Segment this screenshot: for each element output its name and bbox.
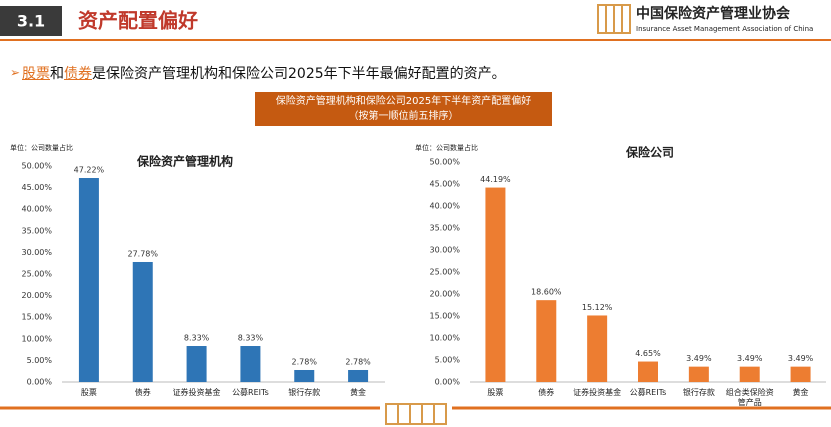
bar [638,361,658,382]
x-tick-label: 公募REITs [629,388,667,397]
bar [688,366,709,382]
x-tick-label: 债券 [134,388,151,397]
data-label: 47.22% [74,166,105,175]
y-tick-label: 50.00% [21,162,52,171]
y-tick-label: 50.00% [429,158,460,167]
y-tick-label: 10.00% [429,334,460,343]
bar [790,366,811,382]
bar [240,346,261,382]
y-tick-label: 10.00% [21,334,52,343]
bar [536,300,557,382]
y-tick-label: 5.00% [435,356,461,365]
data-label: 15.12% [582,303,613,312]
data-label: 2.78% [345,357,371,366]
banner: 保险资产管理机构和保险公司2025年下半年资产配置偏好 （按第一顺位前五排序） [255,92,552,126]
y-tick-label: 45.00% [21,183,52,192]
highlight: 债券 [64,66,92,82]
section-box [0,6,62,36]
data-label: 8.33% [184,334,210,343]
section-number: 3.1 [17,12,45,31]
bar [348,369,369,382]
x-tick-label: 证券投资基金 [573,388,622,397]
slide-title: 资产配置偏好 [78,9,198,33]
data-label: 44.19% [480,175,511,184]
bar [186,346,207,382]
bar [739,366,760,382]
y-tick-label: 20.00% [429,290,460,299]
y-tick-label: 0.00% [27,378,53,387]
unit-label: 单位：公司数量占比 [10,143,73,152]
bar [587,315,608,382]
x-tick-label: 债券 [538,388,555,397]
data-label: 27.78% [127,249,158,258]
x-tick-label: 股票 [80,388,97,397]
data-label: 3.49% [686,354,712,363]
y-tick-label: 35.00% [21,226,52,235]
y-tick-label: 40.00% [429,202,460,211]
bar [132,261,153,382]
data-label: 2.78% [292,357,318,366]
banner-line: （按第一顺位前五排序） [348,111,459,122]
y-tick-label: 20.00% [21,291,52,300]
data-label: 4.65% [635,349,661,358]
y-tick-label: 0.00% [435,378,461,387]
text: 是保险资产管理机构和保险公司2025年下半年最偏好配置的资产。 [92,66,506,82]
x-tick-label: 组合类保险资管产品 [725,388,774,407]
y-tick-label: 35.00% [429,224,460,233]
logo-english: Insurance Asset Management Association o… [636,25,813,33]
y-tick-label: 40.00% [21,205,52,214]
y-tick-label: 25.00% [429,268,460,277]
y-tick-label: 30.00% [21,248,52,257]
text: 和 [50,66,64,82]
x-tick-label: 公募REITs [232,388,269,397]
y-tick-label: 30.00% [429,246,460,255]
bullet-text: 股票和债券是保险资产管理机构和保险公司2025年下半年最偏好配置的资产。 [22,63,506,83]
data-label: 8.33% [238,334,264,343]
y-tick-label: 45.00% [429,180,460,189]
x-tick-label: 银行存款 [682,388,715,397]
data-label: 3.49% [737,354,763,363]
x-tick-label: 银行存款 [288,388,321,397]
bullet-arrow: ➢ [10,66,20,80]
banner-line: 保险资产管理机构和保险公司2025年下半年资产配置偏好 [275,96,532,107]
y-tick-label: 25.00% [21,270,52,279]
y-tick-label: 5.00% [27,356,53,365]
data-label: 3.49% [788,354,814,363]
x-tick-label: 证券投资基金 [172,388,221,397]
logo-name: 中国保险资产管理业协会 [636,5,791,22]
x-tick-label: 股票 [487,388,504,397]
bar [294,369,315,382]
footer-logo [385,403,447,425]
chart-title: 保险资产管理机构 [136,154,233,169]
data-label: 18.60% [531,288,562,297]
chart-title: 保险公司 [625,145,674,160]
x-tick-label: 黄金 [792,388,809,397]
x-tick-label: 黄金 [350,388,367,397]
bar [78,178,99,382]
y-tick-label: 15.00% [21,313,52,322]
unit-label: 单位：公司数量占比 [415,143,478,152]
y-tick-label: 15.00% [429,312,460,321]
highlight: 股票 [22,66,50,82]
logo-icon [597,4,631,34]
bar [485,187,506,382]
